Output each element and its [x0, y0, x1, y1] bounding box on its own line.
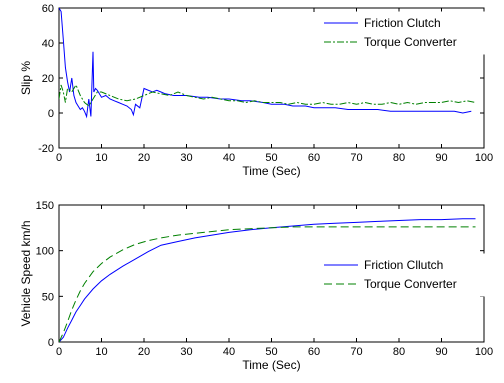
x-tick-label: 60 — [308, 346, 320, 358]
series-line-torque-converter — [59, 226, 476, 342]
legend-box — [317, 253, 485, 297]
x-tick-label: 40 — [223, 152, 235, 164]
x-tick-label: 20 — [138, 346, 150, 358]
x-tick-label: 90 — [435, 346, 447, 358]
x-tick-label: 0 — [56, 152, 62, 164]
series-line-torque-converter — [59, 83, 476, 107]
legend-label: Friction Cllutch — [364, 258, 443, 272]
y-tick-label: 100 — [36, 246, 54, 258]
x-tick-label: 30 — [180, 346, 192, 358]
x-tick-label: 100 — [475, 152, 493, 164]
x-tick-label: 20 — [138, 152, 150, 164]
legend-label: Torque Converter — [364, 35, 457, 49]
x-tick-label: 60 — [308, 152, 320, 164]
y-tick-label: 20 — [42, 73, 54, 85]
x-tick-label: 100 — [475, 346, 493, 358]
y-tick-label: 0 — [48, 108, 54, 120]
y-axis-label: Vehicle Speed km/h — [19, 220, 33, 326]
x-tick-label: 90 — [435, 152, 447, 164]
x-tick-label: 10 — [95, 346, 107, 358]
series-line-friction-cllutch — [59, 218, 476, 342]
legend-label: Torque Converter — [364, 277, 457, 291]
y-tick-label: -20 — [38, 143, 54, 155]
x-tick-label: 10 — [95, 152, 107, 164]
y-axis-label: Slip % — [19, 61, 33, 95]
x-tick-label: 30 — [180, 152, 192, 164]
y-tick-label: 60 — [42, 3, 54, 15]
x-tick-label: 70 — [350, 152, 362, 164]
y-tick-label: 50 — [42, 291, 54, 303]
x-tick-label: 80 — [393, 152, 405, 164]
y-tick-label: 40 — [42, 38, 54, 50]
x-tick-label: 70 — [350, 346, 362, 358]
x-tick-label: 50 — [265, 152, 277, 164]
x-tick-label: 80 — [393, 346, 405, 358]
x-axis-label: Time (Sec) — [242, 164, 300, 178]
x-tick-label: 40 — [223, 346, 235, 358]
x-axis-label: Time (Sec) — [242, 358, 300, 372]
legend-box — [317, 11, 485, 55]
x-tick-label: 0 — [56, 346, 62, 358]
x-tick-label: 50 — [265, 346, 277, 358]
y-tick-label: 150 — [36, 200, 54, 212]
legend-label: Friction Clutch — [364, 16, 441, 30]
y-tick-label: 0 — [48, 337, 54, 349]
